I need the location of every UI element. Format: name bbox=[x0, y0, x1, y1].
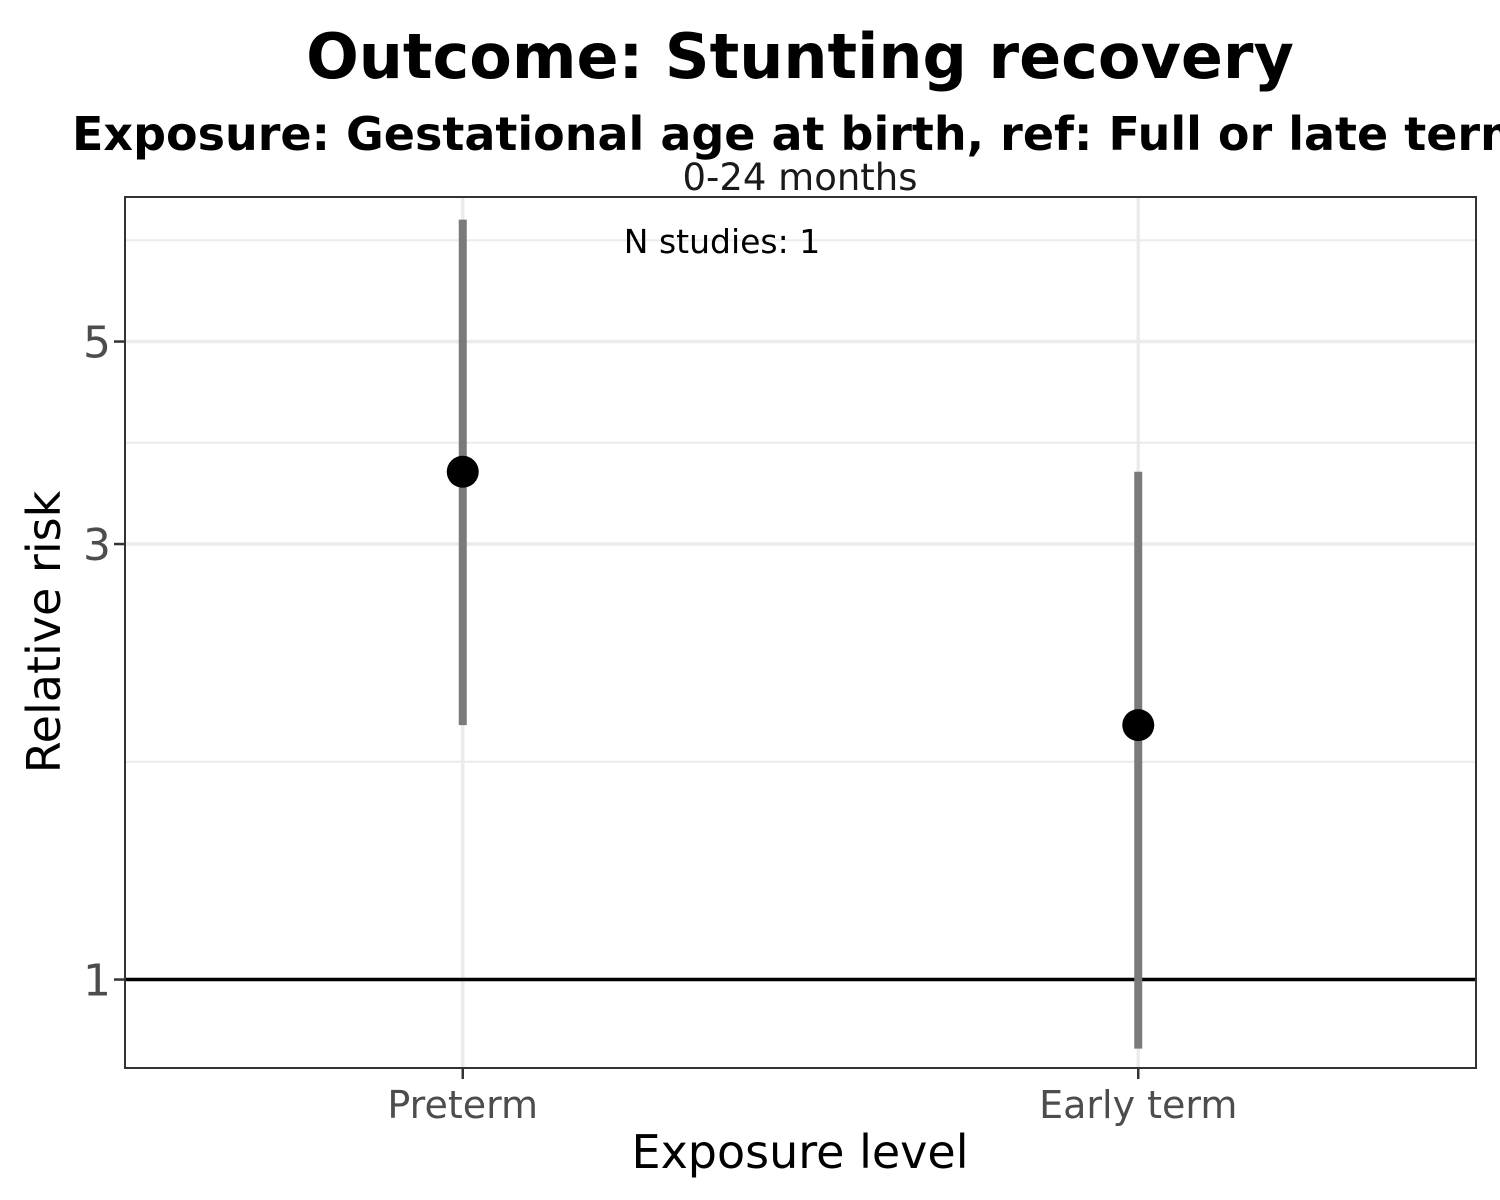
estimate-point-2 bbox=[1122, 709, 1155, 742]
facet-label: 0-24 months bbox=[682, 156, 917, 199]
estimate-points bbox=[446, 455, 1155, 742]
y-axis-ticks: 1 3 5 bbox=[83, 318, 125, 1007]
plot-panel bbox=[125, 197, 1476, 1068]
x-axis-title: Exposure level bbox=[632, 1125, 969, 1179]
y-axis-title: Relative risk bbox=[17, 490, 71, 773]
n-studies-annotation: N studies: 1 bbox=[624, 222, 820, 261]
x-axis-ticks: Preterm Early term bbox=[387, 1068, 1237, 1127]
y-tick-label: 3 bbox=[83, 520, 111, 571]
x-tick-label: Preterm bbox=[387, 1083, 538, 1127]
y-tick-label: 5 bbox=[83, 318, 111, 369]
x-tick-label: Early term bbox=[1039, 1083, 1237, 1127]
chart-title-line-2: Exposure: Gestational age at birth, ref:… bbox=[72, 107, 1500, 161]
chart-title-line-1: Outcome: Stunting recovery bbox=[306, 20, 1294, 93]
panel-border bbox=[124, 196, 1477, 1069]
estimate-point-1 bbox=[446, 455, 479, 488]
y-tick-label: 1 bbox=[83, 956, 111, 1007]
